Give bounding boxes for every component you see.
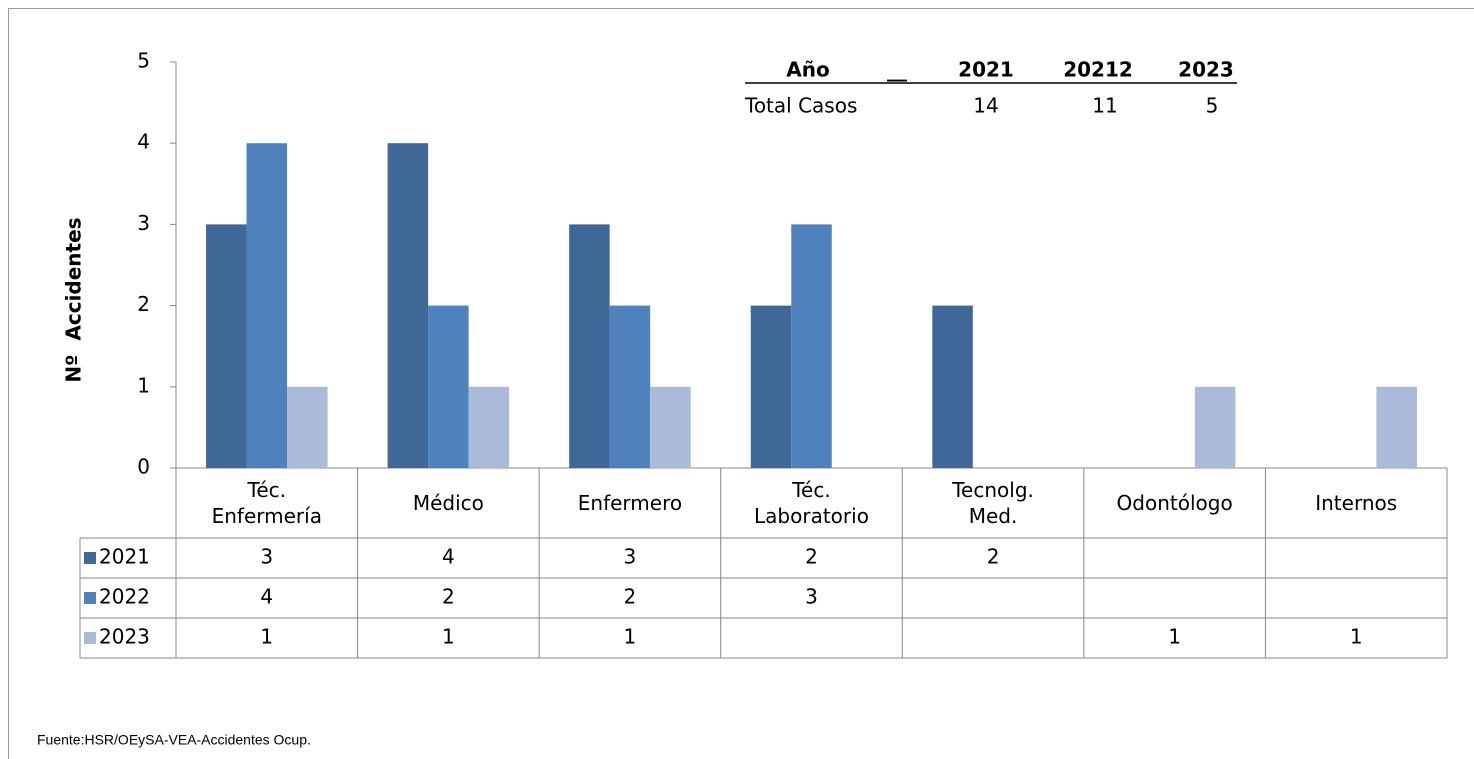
y-tick-label: 3 [137, 211, 150, 235]
legend-swatch [84, 632, 96, 644]
summary-cell: 5 [1206, 94, 1219, 118]
bar [468, 386, 510, 468]
bar [750, 305, 792, 468]
source: Fuente:HSR/OEySA-VEA-Accidentes Ocup. [37, 732, 311, 748]
y-tick-label: 4 [137, 130, 150, 154]
bar [609, 305, 651, 468]
table-value: 3 [624, 545, 637, 569]
table-value: 4 [260, 585, 273, 609]
bar [569, 224, 610, 468]
x-tick-label: Médico [412, 491, 484, 515]
legend-label: 2022 [99, 585, 150, 609]
bar [387, 143, 429, 468]
x-tick-label: Internos [1315, 491, 1398, 515]
legend-swatch [84, 592, 96, 604]
summary-header: 2023 [1178, 58, 1234, 82]
summary-header: 2021 [958, 58, 1014, 82]
x-tick-label: Téc. Laboratorio [754, 478, 869, 528]
bar [428, 305, 469, 468]
summary-cell: 14 [973, 94, 998, 118]
table-value: 1 [624, 625, 637, 649]
y-axis-label: Nº Accidentes [62, 217, 86, 382]
summary-header: 20212 [1063, 58, 1133, 82]
bar [932, 305, 973, 468]
table-value: 2 [624, 585, 637, 609]
summary-cell: Total Casos [744, 94, 857, 118]
table-value: 1 [442, 625, 455, 649]
frame [8, 8, 1474, 759]
table-value: 3 [260, 545, 273, 569]
bar [206, 224, 247, 468]
summary-cell: 11 [1092, 94, 1117, 118]
bar [650, 386, 691, 468]
legend-label: 2023 [99, 625, 150, 649]
table-value: 2 [442, 585, 455, 609]
bar [1194, 386, 1236, 468]
bar [791, 224, 832, 468]
x-tick-label: Enfermero [577, 491, 683, 515]
x-tick-label: Téc. Enfermería [211, 478, 322, 528]
y-tick-label: 2 [137, 292, 150, 316]
legend-label: 2021 [99, 545, 150, 569]
table-value: 4 [442, 545, 455, 569]
table-value: 1 [260, 625, 273, 649]
bar [246, 143, 288, 468]
summary-header: Año [786, 58, 829, 82]
bar [287, 386, 328, 468]
summary-header: __ [887, 58, 907, 82]
y-tick-label: 0 [137, 455, 150, 479]
table-value: 3 [805, 585, 818, 609]
x-tick-label: Odontólogo [1116, 491, 1233, 515]
legend-swatch [84, 552, 96, 564]
x-tick-label: Tecnolg. Med. [952, 478, 1034, 528]
table-value: 2 [987, 545, 1000, 569]
bar [1376, 386, 1417, 468]
table-value: 2 [805, 545, 818, 569]
table-value: 1 [1350, 625, 1363, 649]
y-tick-label: 5 [137, 49, 150, 73]
y-tick-label: 1 [137, 373, 150, 397]
table-value: 1 [1168, 625, 1181, 649]
